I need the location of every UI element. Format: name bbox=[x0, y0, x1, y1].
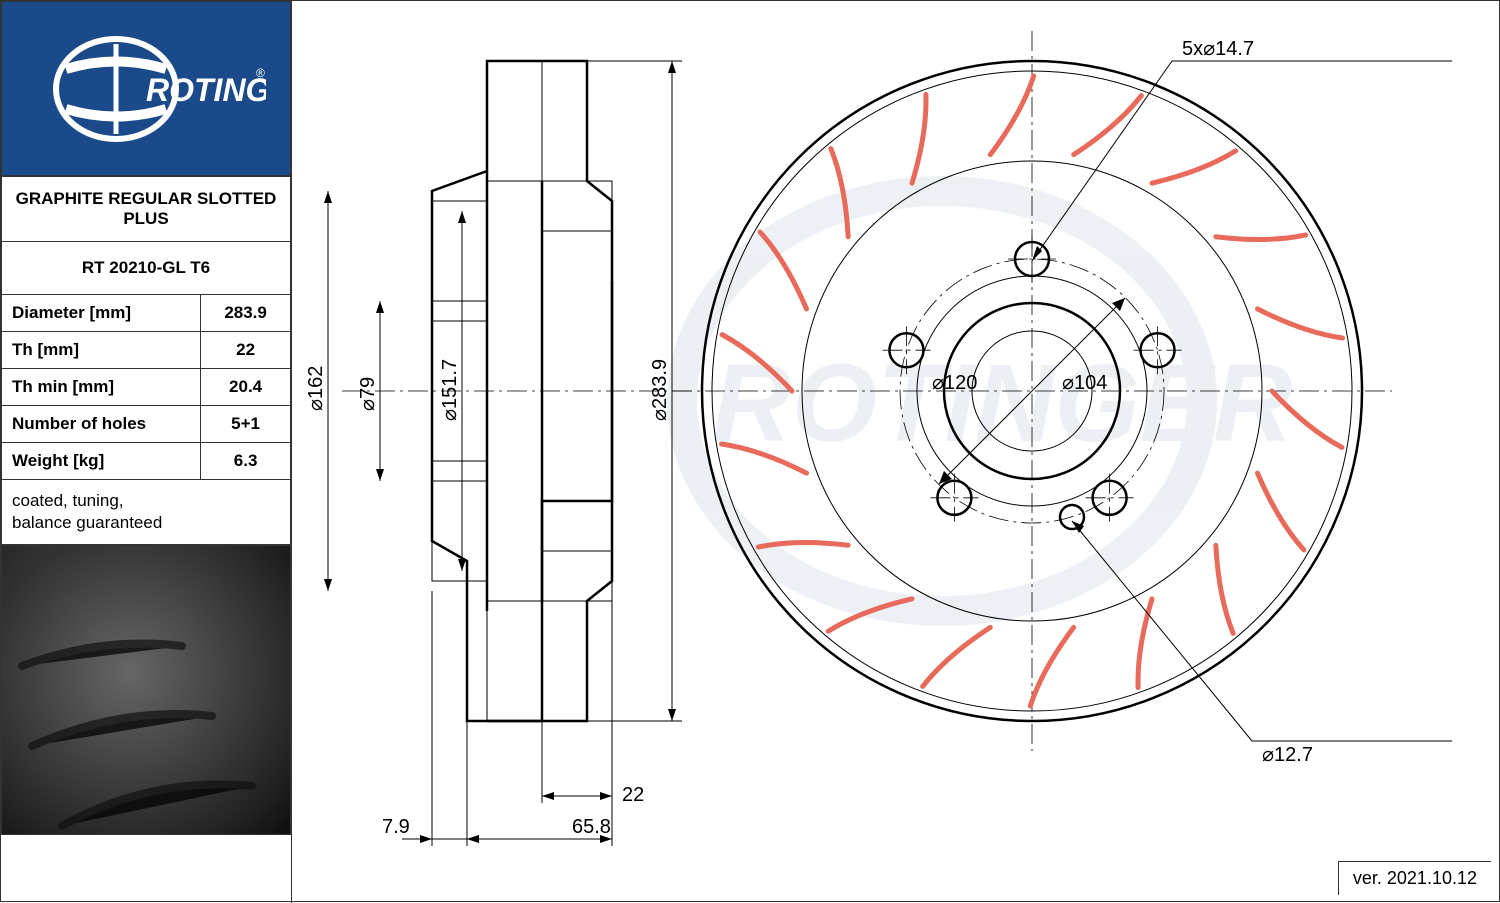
svg-text:65.8: 65.8 bbox=[572, 816, 611, 838]
svg-text:ROTINGER: ROTINGER bbox=[712, 342, 1293, 465]
svg-text:⌀162: ⌀162 bbox=[305, 366, 327, 411]
svg-text:7.9: 7.9 bbox=[382, 816, 410, 838]
svg-text:®: ® bbox=[256, 66, 265, 80]
product-photo bbox=[1, 545, 291, 835]
svg-text:⌀283.9: ⌀283.9 bbox=[649, 359, 671, 421]
dim-22: 22 bbox=[542, 601, 644, 806]
notes: coated, tuning, balance guaranteed bbox=[2, 480, 291, 545]
spec-label: Number of holes bbox=[2, 406, 201, 443]
spec-row: Weight [kg] 6.3 bbox=[2, 443, 291, 480]
svg-text:ROTINGER: ROTINGER bbox=[146, 72, 266, 108]
product-title: GRAPHITE REGULAR SLOTTED PLUS bbox=[2, 177, 291, 242]
spec-label: Th [mm] bbox=[2, 332, 201, 369]
spec-value: 22 bbox=[201, 332, 291, 369]
spec-label: Diameter [mm] bbox=[2, 295, 201, 332]
dim-d151: ⌀151.7 bbox=[439, 211, 466, 571]
dim-d283: ⌀283.9 bbox=[649, 61, 676, 721]
spec-value: 5+1 bbox=[201, 406, 291, 443]
brand-logo-block: ROTINGER ® bbox=[1, 1, 291, 176]
dim-d120: ⌀120 bbox=[932, 372, 977, 394]
sidebar: ROTINGER ® GRAPHITE REGULAR SLOTTED PLUS… bbox=[1, 1, 291, 903]
svg-text:⌀79: ⌀79 bbox=[357, 377, 379, 411]
svg-text:5x⌀14.7: 5x⌀14.7 bbox=[1182, 38, 1254, 60]
spec-label: Weight [kg] bbox=[2, 443, 201, 480]
svg-text:⌀151.7: ⌀151.7 bbox=[439, 359, 461, 421]
spec-row: Th [mm] 22 bbox=[2, 332, 291, 369]
dim-d104: ⌀104 bbox=[1062, 372, 1107, 394]
version-label: ver. 2021.10.12 bbox=[1338, 861, 1491, 895]
dim-d79: ⌀79 bbox=[357, 301, 384, 481]
watermark-icon: ROTINGER bbox=[682, 191, 1293, 611]
dim-d162: ⌀162 bbox=[305, 191, 332, 591]
spec-table: GRAPHITE REGULAR SLOTTED PLUS RT 20210-G… bbox=[1, 176, 291, 545]
brand-logo-icon: ROTINGER ® bbox=[26, 29, 266, 149]
face-view bbox=[672, 31, 1392, 751]
svg-text:22: 22 bbox=[622, 784, 644, 806]
spec-label: Th min [mm] bbox=[2, 369, 201, 406]
dim-65-8: 65.8 bbox=[467, 581, 612, 846]
page: ROTINGER ® GRAPHITE REGULAR SLOTTED PLUS… bbox=[0, 0, 1500, 902]
svg-text:⌀12.7: ⌀12.7 bbox=[1262, 744, 1313, 766]
spec-row: Th min [mm] 20.4 bbox=[2, 369, 291, 406]
disc-photo-icon bbox=[2, 546, 291, 835]
technical-drawing: ROTINGER bbox=[292, 1, 1500, 871]
drawing-area: ROTINGER bbox=[291, 1, 1500, 903]
spec-value: 283.9 bbox=[201, 295, 291, 332]
spec-row: Diameter [mm] 283.9 bbox=[2, 295, 291, 332]
spec-value: 20.4 bbox=[201, 369, 291, 406]
spec-row: Number of holes 5+1 bbox=[2, 406, 291, 443]
section-view: ⌀162 ⌀79 ⌀151.7 ⌀ bbox=[305, 61, 692, 846]
dim-7-9: 7.9 bbox=[382, 591, 492, 846]
part-number: RT 20210-GL T6 bbox=[2, 242, 291, 295]
spec-value: 6.3 bbox=[201, 443, 291, 480]
